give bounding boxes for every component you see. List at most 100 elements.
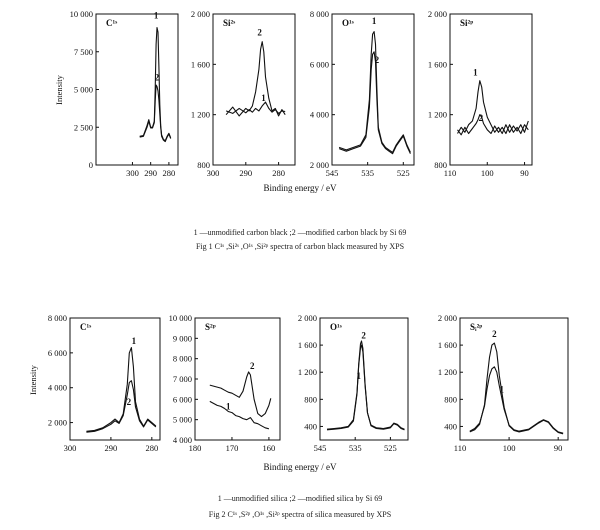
- x-tick-label: 110: [454, 443, 466, 453]
- y-tick-label: 2 000: [298, 313, 317, 323]
- series-2-marker-label: 2: [257, 27, 262, 37]
- panel-element-label: O¹ˢ: [330, 322, 342, 332]
- panel-1: 0 2 500 5 000 7 500 10 000 300 290 280 1 2 C¹ˢ: [70, 9, 179, 178]
- x-tick-label: 90: [554, 443, 563, 453]
- y-tick-label: 7 000: [173, 374, 192, 384]
- x-tick-label: 180: [189, 443, 202, 453]
- y-tick-label: 2 500: [74, 122, 93, 132]
- panel-6: 4 000 5 000 6 000 7 000 8 000 9 000 10 000 180 1…: [169, 313, 281, 453]
- y-tick-label: 10 000: [70, 9, 93, 19]
- series-2-line: [225, 41, 286, 117]
- series-2-line: [457, 114, 529, 136]
- x-tick-label: 160: [263, 443, 276, 453]
- y-tick-label: 2 000: [310, 160, 329, 170]
- y-tick-label: 0: [89, 160, 93, 170]
- x-tick-label: 545: [314, 443, 327, 453]
- panel-frame: [212, 13, 296, 166]
- panel-2: 800 1 200 1 600 2 000 300 290 280 2 1 Si²ˢ: [191, 9, 296, 178]
- series-2-marker-label: 2: [155, 72, 160, 82]
- y-tick-label: 8 000: [48, 313, 67, 323]
- panel-8: 400 800 1 200 1 600 2 000 110 100 90 2 1 Sᵢ²ᵖ: [438, 313, 569, 453]
- series-2-line: [338, 51, 411, 155]
- fig2-title-caption: Fig 2 C¹ˢ ,S²ᵖ ,O¹ˢ ,Si²ᵖ spectra of sil…: [208, 510, 392, 519]
- panel-5: 2 000 4 000 6 000 8 000 300 290 280 1 2 C¹ˢ: [48, 313, 161, 453]
- y-tick-label: 1 200: [298, 367, 317, 377]
- y-tick-label: 6 000: [310, 59, 329, 69]
- series-2-line: [209, 371, 272, 418]
- y-tick-label: 400: [444, 421, 457, 431]
- x-tick-label: 525: [384, 443, 397, 453]
- x-tick-label: 280: [145, 443, 158, 453]
- x-tick-label: 100: [481, 168, 494, 178]
- panel-element-label: Si²ᵖ: [460, 18, 473, 28]
- x-tick-label: 290: [105, 443, 118, 453]
- x-tick-label: 290: [144, 168, 157, 178]
- x-tick-label: 100: [503, 443, 516, 453]
- series-2-marker-label: 2: [375, 55, 380, 65]
- series-1-marker-label: 1: [154, 11, 159, 21]
- y-tick-label: 7 500: [74, 47, 93, 57]
- y-tick-label: 1 200: [191, 110, 210, 120]
- y-tick-label: 2 000: [438, 313, 457, 323]
- panel-element-label: Sᵢ²ᵖ: [470, 322, 482, 332]
- panel-3: 2 000 4 000 6 000 8 000 545 535 525 1 2 O¹ˢ: [310, 9, 415, 178]
- series-2-line: [139, 84, 172, 143]
- fig2-legend-caption: 1 —unmodified silica ;2 —modified silica…: [217, 494, 383, 503]
- x-tick-label: 290: [239, 168, 252, 178]
- panel-7: 400 800 1 200 1 600 2 000 545 535 525 2 1 O¹ˢ: [298, 313, 409, 453]
- panel-frame: [69, 317, 161, 441]
- y-tick-label: 2 000: [191, 9, 210, 19]
- y-tick-label: 5 000: [74, 85, 93, 95]
- y-tick-label: 1 200: [438, 367, 457, 377]
- y-tick-label: 1 600: [298, 340, 317, 350]
- panel-4: 800 1 200 1 600 2 000 110 100 90 1 2 Si²ᵖ: [428, 9, 533, 178]
- x-axis-label: Binding energy / eV: [263, 183, 337, 193]
- y-tick-label: 5 000: [173, 415, 192, 425]
- y-tick-label: 8 000: [173, 354, 192, 364]
- y-tick-label: 10 000: [169, 313, 192, 323]
- panel-element-label: Si²ˢ: [223, 18, 235, 28]
- x-tick-label: 300: [126, 168, 139, 178]
- y-axis-label: Intensity: [54, 74, 64, 104]
- series-2-marker-label: 2: [250, 361, 255, 371]
- panel-element-label: O¹ˢ: [342, 18, 354, 28]
- series-1-marker-label: 1: [372, 16, 377, 26]
- y-tick-label: 1 600: [191, 59, 210, 69]
- y-tick-label: 4 000: [173, 435, 192, 445]
- series-1-line: [209, 400, 270, 430]
- y-tick-label: 4 000: [310, 110, 329, 120]
- y-tick-label: 400: [304, 421, 317, 431]
- fig1-legend-caption: 1 —unmodified carbon black ;2 —modified …: [193, 228, 407, 237]
- series-1-line: [139, 27, 172, 142]
- x-tick-label: 280: [163, 168, 176, 178]
- series-1-line: [338, 31, 411, 153]
- y-axis-label: Intensity: [28, 364, 38, 394]
- series-2-marker-label: 2: [479, 113, 484, 123]
- y-tick-label: 6 000: [173, 394, 192, 404]
- panel-frame: [459, 317, 569, 441]
- x-tick-label: 110: [444, 168, 456, 178]
- x-tick-label: 545: [326, 168, 339, 178]
- x-tick-label: 280: [272, 168, 285, 178]
- series-1-marker-label: 1: [226, 402, 231, 412]
- y-tick-label: 1 600: [428, 59, 447, 69]
- series-2-line: [326, 340, 405, 431]
- panel-frame: [319, 317, 409, 441]
- series-1-marker-label: 1: [473, 68, 478, 78]
- series-2-marker-label: 2: [361, 330, 366, 340]
- series-1-marker-label: 1: [132, 336, 137, 346]
- y-tick-label: 800: [197, 160, 210, 170]
- y-tick-label: 2 000: [428, 9, 447, 19]
- y-tick-label: 800: [304, 394, 317, 404]
- series-2-line: [86, 380, 157, 433]
- panel-frame: [449, 13, 533, 166]
- panel-frame: [95, 13, 179, 166]
- panel-element-label: S²ᵖ: [205, 322, 216, 332]
- y-tick-label: 4 000: [48, 383, 67, 393]
- series-1-marker-label: 1: [499, 385, 504, 395]
- x-tick-label: 300: [207, 168, 220, 178]
- y-tick-label: 9 000: [173, 333, 192, 343]
- series-1-marker-label: 1: [356, 371, 361, 381]
- x-tick-label: 90: [520, 168, 529, 178]
